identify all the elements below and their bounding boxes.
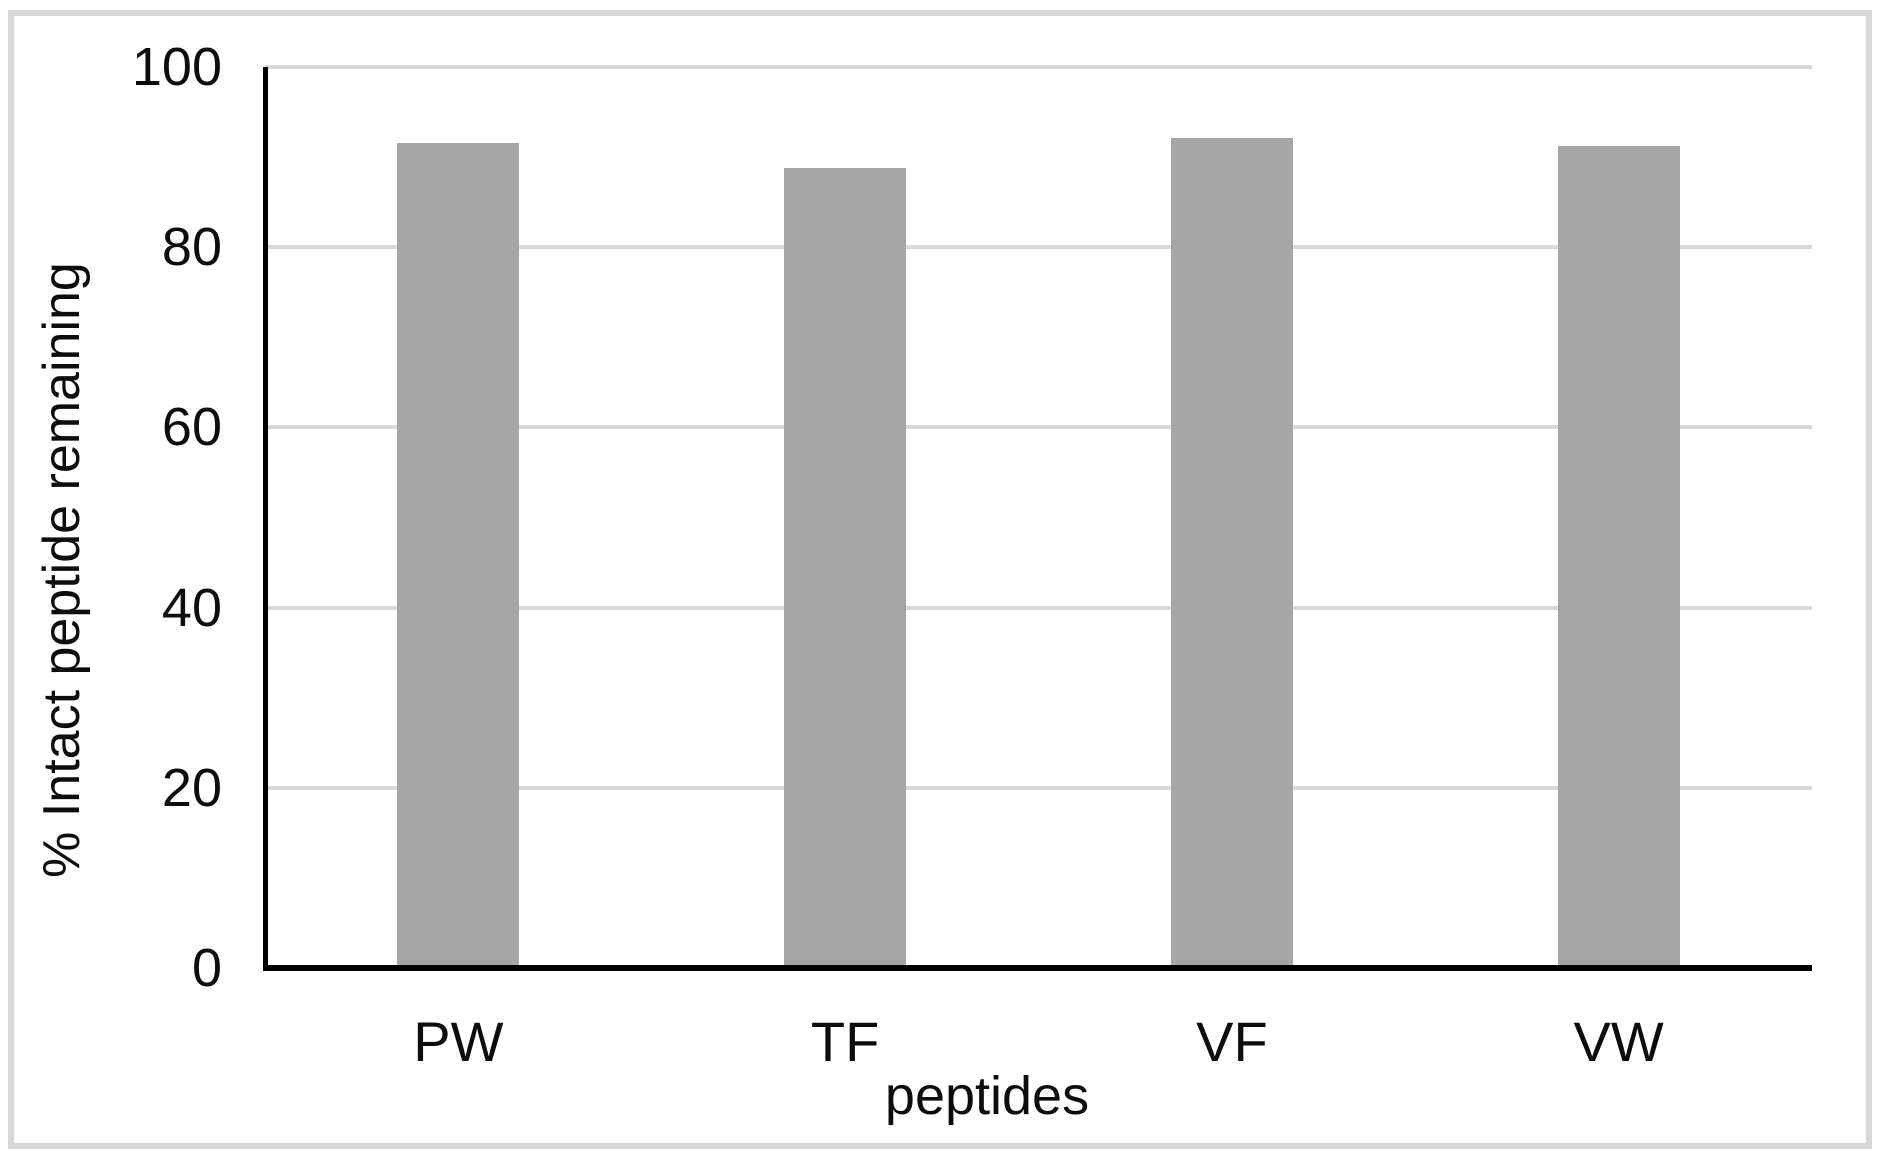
gridline-80 (265, 245, 1812, 250)
y-tick-label-100: 100 (131, 37, 222, 97)
x-category-label-pw: PW (413, 1010, 504, 1073)
y-tick-label-40: 40 (161, 577, 222, 638)
x-category-label-vf: VF (1196, 1010, 1268, 1073)
gridline-40 (265, 605, 1812, 610)
x-axis-line (263, 965, 1812, 971)
bar-tf (784, 167, 907, 968)
bar-vf (1170, 138, 1293, 968)
y-axis-line (263, 67, 268, 971)
y-axis-ticks: 0 20 40 60 80 100 (0, 40, 222, 995)
x-category-label-vw: VW (1573, 1010, 1664, 1073)
bar-vw (1557, 146, 1680, 968)
bar-pw (397, 142, 520, 968)
y-tick-label-80: 80 (161, 217, 222, 278)
y-tick-label-20: 20 (161, 757, 222, 818)
x-category-label-tf: TF (810, 1010, 880, 1073)
gridline-20 (265, 785, 1812, 790)
gridline-100 (265, 65, 1812, 69)
y-tick-label-60: 60 (161, 397, 222, 458)
y-tick-label-0: 0 (191, 938, 222, 998)
x-category-labels: PW TF VF VW (265, 1012, 1812, 1076)
gridline-60 (265, 425, 1812, 430)
plot-area (263, 65, 1812, 971)
x-axis-title: peptides (884, 1066, 1090, 1126)
